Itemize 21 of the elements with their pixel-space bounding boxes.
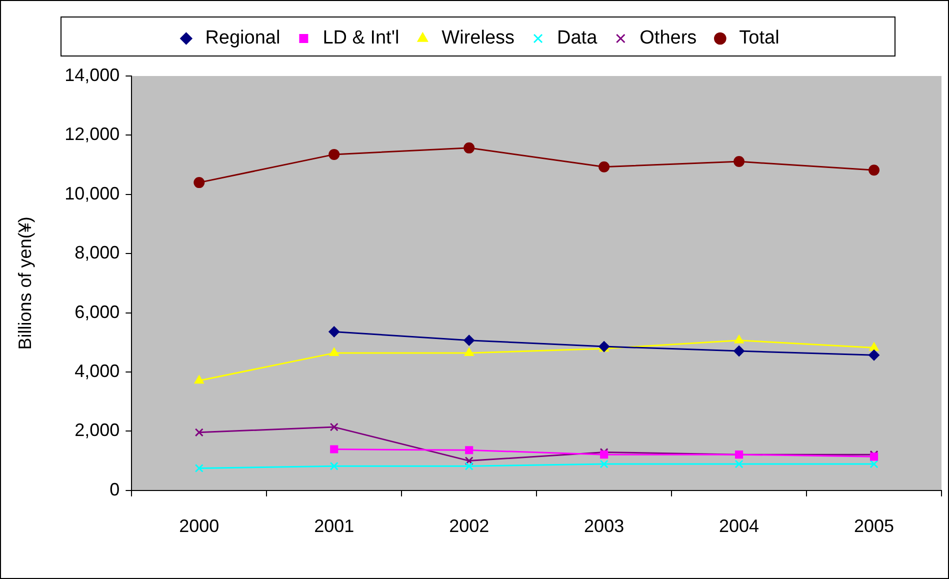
y-tick-label: 0	[110, 479, 120, 500]
x-tick-label: 2002	[449, 516, 490, 536]
y-tick-label: 12,000	[64, 124, 120, 144]
x-tick-label: 2001	[314, 516, 354, 536]
legend-label: Regional	[205, 28, 280, 49]
legend-label: Total	[739, 28, 780, 49]
y-axis-title: Billions of yen(¥)	[14, 216, 35, 350]
y-tick-label: 2,000	[74, 420, 120, 440]
x-tick-label: 2005	[854, 516, 894, 536]
y-tick-label: 8,000	[74, 242, 120, 263]
legend-label: Wireless	[442, 28, 515, 49]
y-tick-label: 14,000	[64, 64, 120, 85]
x-tick-label: 2000	[179, 516, 220, 536]
legend-label: LD & Int'l	[322, 28, 400, 49]
y-tick-label: 10,000	[64, 183, 120, 204]
y-tick-label: 4,000	[74, 360, 120, 381]
x-tick-label: 2004	[719, 516, 760, 536]
legend-label: Others	[640, 28, 697, 49]
y-tick-label: 6,000	[74, 302, 120, 322]
x-tick-label: 2003	[584, 516, 624, 536]
legend-label: Data	[557, 28, 598, 49]
